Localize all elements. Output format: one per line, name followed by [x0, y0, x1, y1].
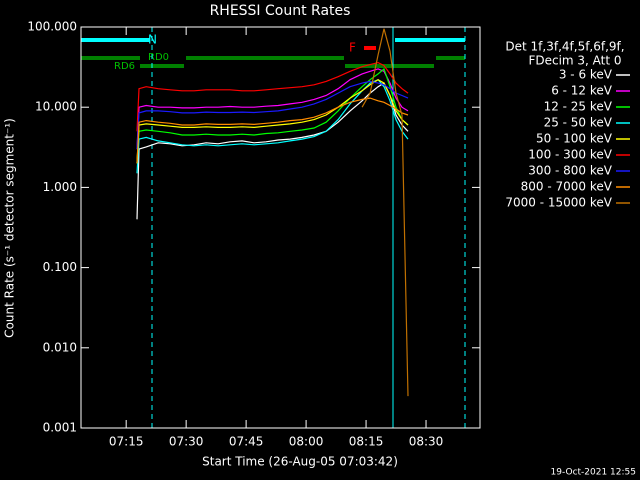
x-tick-label: 07:30 — [169, 435, 204, 449]
legend-label: 800 - 7000 keV — [521, 180, 613, 194]
legend-title: Det 1f,3f,4f,5f,6f,9f, — [505, 40, 624, 54]
annotation: RD0 — [148, 52, 169, 63]
series-line — [136, 67, 409, 164]
legend-label: 12 - 25 keV — [544, 100, 613, 114]
y-tick-label: 0.010 — [43, 340, 77, 354]
legend-label: 6 - 12 keV — [551, 84, 613, 98]
plot — [136, 28, 409, 397]
y-tick-label: 0.100 — [43, 260, 77, 274]
annotation: RD6 — [114, 61, 135, 72]
series-line — [136, 78, 409, 164]
legend-label: 50 - 100 keV — [536, 132, 613, 146]
y-tick-label: 10.000 — [35, 100, 77, 114]
chart-title: RHESSI Count Rates — [210, 3, 351, 19]
series-line — [361, 28, 409, 397]
series-line — [136, 97, 409, 164]
x-tick-label: 08:15 — [349, 435, 384, 449]
series-line — [136, 68, 409, 150]
series-line — [136, 82, 409, 220]
y-axis-label: Count Rate (s⁻¹ detector segment⁻¹) — [3, 118, 17, 338]
legend-label: 300 - 800 keV — [528, 164, 612, 178]
series-line — [136, 61, 409, 132]
legend-label: 25 - 50 keV — [544, 116, 613, 130]
x-axis-label: Start Time (26-Aug-05 07:03:42) — [202, 455, 398, 469]
series-line — [136, 78, 409, 174]
legend-label: 7000 - 15000 keV — [505, 196, 612, 210]
x-tick-label: 08:30 — [409, 435, 444, 449]
y-tick-label: 1.000 — [43, 180, 77, 194]
legend-label: 100 - 300 keV — [528, 148, 612, 162]
x-tick-label: 07:15 — [109, 435, 144, 449]
y-tick-label: 0.001 — [43, 421, 77, 435]
series-line — [136, 80, 409, 150]
flag-bars — [81, 38, 465, 68]
x-tick-label: 08:00 — [289, 435, 324, 449]
annotation: F — [349, 41, 356, 55]
y-tick-label: 100.000 — [27, 20, 77, 34]
legend-title: FDecim 3, Att 0 — [528, 54, 621, 68]
x-tick-label: 07:45 — [229, 435, 264, 449]
axes-frame — [80, 26, 481, 429]
legend-label: 3 - 6 keV — [559, 68, 613, 82]
footer: 19-Oct-2021 12:55 — [551, 468, 636, 478]
